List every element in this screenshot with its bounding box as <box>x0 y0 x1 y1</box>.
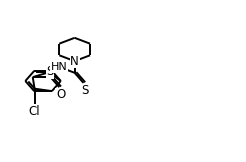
Text: Cl: Cl <box>29 105 40 118</box>
Text: S: S <box>46 65 54 78</box>
Text: O: O <box>56 88 65 101</box>
Text: HN: HN <box>51 62 68 72</box>
Text: S: S <box>81 84 88 97</box>
Text: N: N <box>70 55 79 68</box>
